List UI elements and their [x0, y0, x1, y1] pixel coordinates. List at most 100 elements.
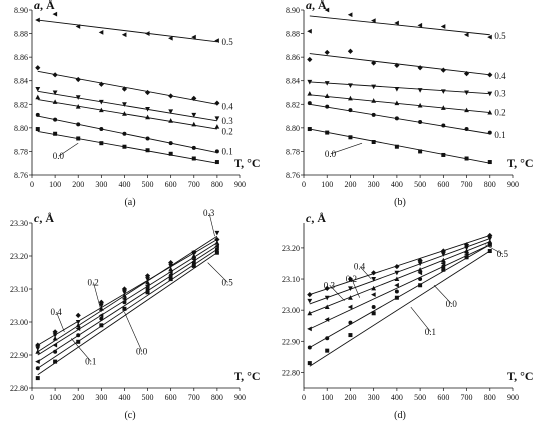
- data-point: [145, 290, 150, 295]
- y-tick-label: 8.78: [286, 147, 300, 156]
- y-axis-title-symbol: c: [34, 211, 40, 225]
- data-point: [307, 101, 312, 106]
- data-point: [487, 34, 492, 40]
- series-label: 0.5: [222, 37, 234, 47]
- data-point: [307, 91, 313, 96]
- data-point: [324, 285, 330, 291]
- data-point: [347, 12, 353, 18]
- fit-line: [37, 19, 217, 43]
- data-point: [145, 107, 150, 112]
- data-point: [168, 260, 174, 266]
- fit-line: [309, 81, 490, 95]
- y-tick-label: 22.90: [282, 337, 300, 346]
- series-label: 0.4: [222, 102, 234, 112]
- y-tick-label: 8.80: [14, 124, 28, 133]
- x-tick-label: 500: [414, 180, 426, 189]
- fit-line: [309, 103, 490, 135]
- data-point: [440, 105, 446, 110]
- y-tick-label: 8.84: [286, 77, 300, 86]
- data-point: [98, 29, 104, 35]
- series-0.4: 0.4: [35, 65, 234, 112]
- data-point: [487, 109, 493, 115]
- data-point: [99, 141, 104, 146]
- series-0.4: 0.4: [35, 236, 220, 348]
- data-point: [145, 277, 150, 282]
- data-point: [307, 345, 312, 350]
- data-point: [75, 104, 81, 109]
- data-point: [371, 270, 377, 276]
- label-leader: [207, 262, 228, 283]
- data-point: [168, 151, 173, 156]
- data-point: [53, 117, 58, 122]
- x-tick-label: 300: [95, 393, 107, 402]
- data-point: [348, 286, 353, 291]
- data-point: [418, 149, 423, 154]
- data-point: [464, 90, 469, 96]
- label-leader: [351, 278, 361, 298]
- data-point: [417, 102, 423, 108]
- data-point: [145, 148, 150, 153]
- label-leader: [330, 142, 363, 155]
- data-point: [35, 112, 40, 117]
- data-point: [168, 93, 174, 99]
- x-tick-label: 300: [368, 180, 380, 189]
- data-point: [76, 122, 81, 127]
- data-point: [53, 349, 58, 354]
- label-leader: [56, 311, 65, 333]
- data-point: [371, 84, 377, 90]
- data-point: [324, 93, 330, 99]
- data-point: [214, 149, 219, 154]
- data-point: [394, 289, 399, 294]
- y-tick-label: 23.30: [10, 219, 28, 228]
- y-axis-title-unit: , Å: [39, 211, 54, 225]
- data-point: [75, 24, 81, 29]
- data-point: [53, 131, 58, 136]
- y-axis-title-unit: , Å: [311, 211, 326, 225]
- data-point: [145, 136, 150, 141]
- y-tick-label: 23.20: [10, 252, 28, 261]
- label-leader: [484, 244, 503, 255]
- data-point: [394, 263, 400, 270]
- data-point: [191, 121, 197, 127]
- label-leader: [433, 285, 452, 305]
- data-point: [35, 366, 40, 371]
- series-0.0: 0.0: [35, 127, 219, 165]
- data-point: [121, 32, 127, 38]
- y-tick-label: 8.76: [286, 171, 300, 180]
- series-label: 0.2: [494, 108, 505, 118]
- data-point: [487, 160, 492, 165]
- data-point: [35, 342, 41, 348]
- data-point: [76, 333, 81, 338]
- data-point: [121, 296, 127, 302]
- panel-label: (d): [394, 410, 406, 421]
- data-point: [214, 247, 219, 252]
- y-tick-label: 8.82: [14, 100, 28, 109]
- x-tick-label: 600: [165, 393, 177, 402]
- data-point: [122, 293, 127, 298]
- data-point: [464, 245, 469, 251]
- data-point: [99, 127, 104, 132]
- series-0.3: 0.3: [307, 236, 493, 305]
- series-0.2: 0.2: [35, 94, 233, 136]
- y-tick-label: 8.84: [14, 77, 28, 86]
- data-point: [168, 273, 173, 278]
- data-point: [145, 114, 150, 120]
- series-0.0: 0.0: [35, 250, 219, 381]
- fit-line: [37, 70, 217, 105]
- y-tick-label: 8.86: [14, 53, 28, 62]
- fit-line: [309, 244, 490, 330]
- data-point: [122, 306, 127, 311]
- x-tick-label: 700: [461, 180, 473, 189]
- data-point: [418, 119, 423, 124]
- series-label: 0.2: [222, 126, 233, 136]
- data-point: [464, 248, 469, 254]
- x-tick-label: 900: [234, 393, 246, 402]
- data-point: [168, 35, 173, 41]
- x-tick-label: 500: [142, 180, 154, 189]
- x-axis-title: T, °C: [507, 369, 534, 383]
- data-point: [35, 86, 41, 92]
- data-point: [324, 317, 330, 322]
- x-tick-label: 0: [302, 393, 306, 402]
- x-tick-label: 700: [188, 180, 200, 189]
- y-tick-label: 8.88: [14, 30, 28, 39]
